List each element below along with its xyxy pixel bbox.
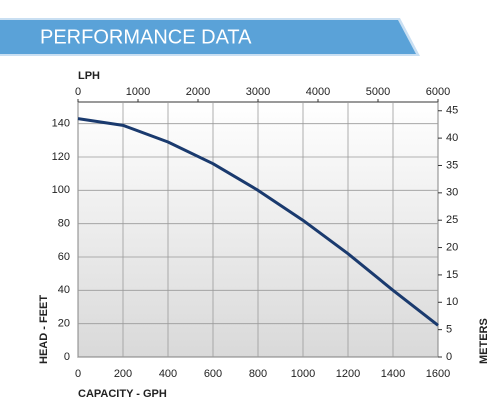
x-tick-label: 0 xyxy=(75,368,81,380)
y2-tick-label: 35 xyxy=(446,159,458,171)
y-tick-label: 140 xyxy=(52,118,70,130)
x2-tick-label: 0 xyxy=(75,86,81,98)
x-tick-label: 600 xyxy=(204,368,222,380)
y2-tick-label: 5 xyxy=(446,324,452,336)
chart-title: PERFORMANCE DATA xyxy=(40,26,252,48)
x2-tick-label: 5000 xyxy=(366,86,390,98)
y2-tick-label: 20 xyxy=(446,241,458,253)
x-tick-label: 1200 xyxy=(336,368,360,380)
y-tick-label: 0 xyxy=(64,351,70,363)
x2-axis-label: LPH xyxy=(78,70,100,82)
x-axis-label: CAPACITY - GPH xyxy=(78,388,167,400)
curve xyxy=(77,117,439,327)
y2-tick-label: 25 xyxy=(446,214,458,226)
y2-tick-label: 45 xyxy=(446,105,458,117)
y-tick-label: 40 xyxy=(58,284,70,296)
x-tick-label: 800 xyxy=(249,368,267,380)
x-tick-label: 1000 xyxy=(291,368,315,380)
x-tick-label: 200 xyxy=(114,368,132,380)
y-tick-label: 120 xyxy=(52,151,70,163)
y2-axis-label: METERS xyxy=(478,318,490,364)
y-tick-label: 100 xyxy=(52,184,70,196)
x2-tick-label: 4000 xyxy=(306,86,330,98)
y2-tick-label: 15 xyxy=(446,269,458,281)
y-tick-label: 60 xyxy=(58,251,70,263)
x2-tick-label: 6000 xyxy=(426,86,450,98)
y-axis-label: HEAD - FEET xyxy=(38,295,50,364)
banner xyxy=(0,20,416,54)
x-tick-label: 400 xyxy=(159,368,177,380)
y-tick-label: 80 xyxy=(58,218,70,230)
y2-tick-label: 30 xyxy=(446,187,458,199)
y2-tick-label: 40 xyxy=(446,132,458,144)
x-tick-label: 1400 xyxy=(381,368,405,380)
y2-tick-label: 10 xyxy=(446,296,458,308)
x2-tick-label: 3000 xyxy=(246,86,270,98)
x2-tick-label: 2000 xyxy=(186,86,210,98)
y2-tick-label: 0 xyxy=(446,351,452,363)
y-tick-label: 20 xyxy=(58,318,70,330)
x2-tick-label: 1000 xyxy=(126,86,150,98)
x-tick-label: 1600 xyxy=(426,368,450,380)
